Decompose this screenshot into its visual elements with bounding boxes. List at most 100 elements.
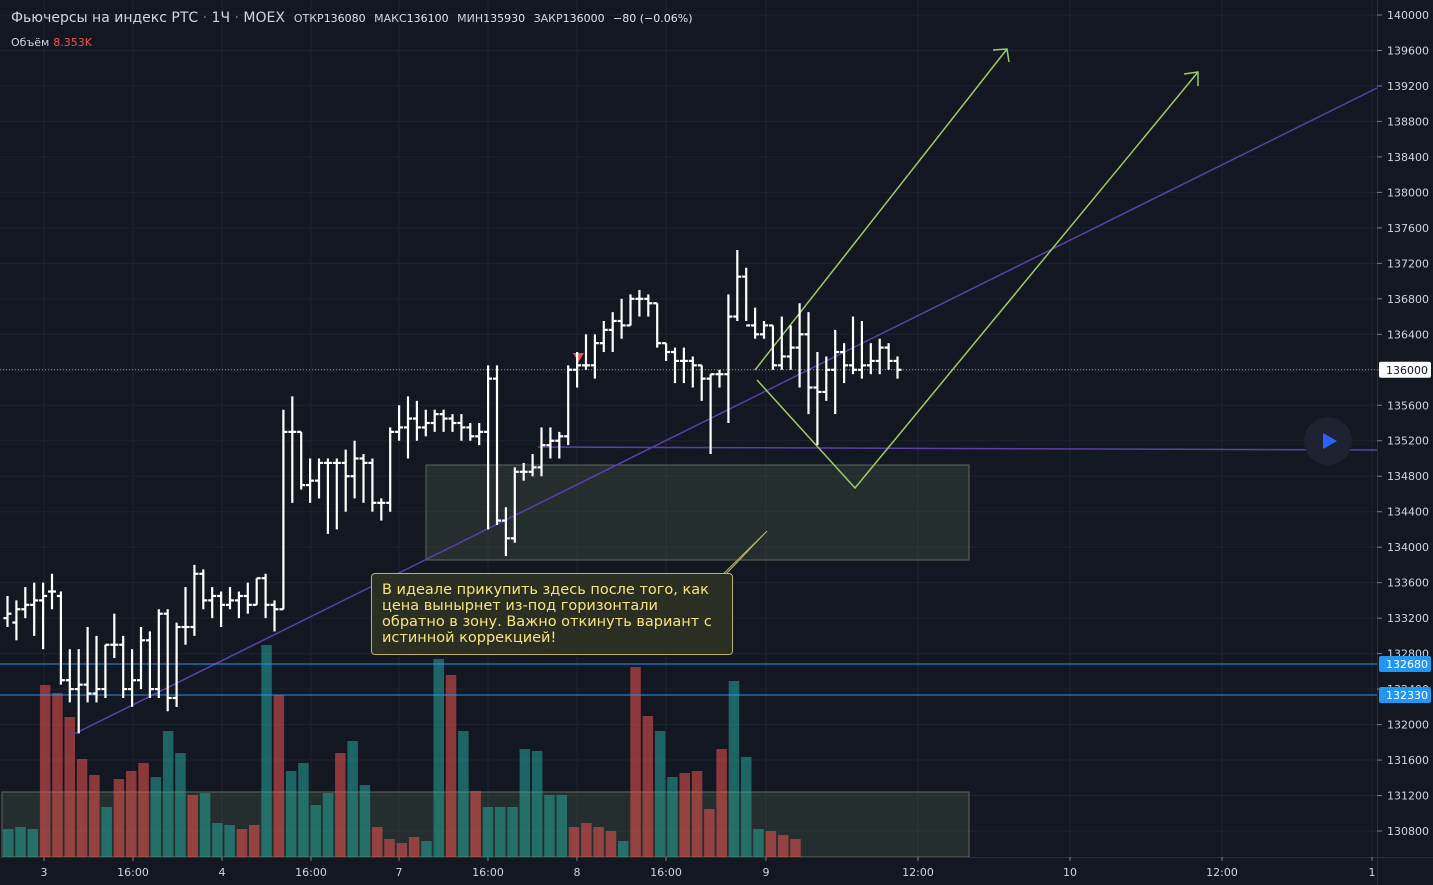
y-tick-label: 140000	[1387, 9, 1429, 22]
volume-bar	[593, 827, 604, 857]
x-tick-label: 16:00	[117, 866, 149, 879]
volume-bars	[3, 645, 801, 857]
drawings	[0, 48, 1378, 736]
arrow-path-2	[756, 71, 1199, 490]
volume-bar	[126, 771, 137, 857]
volume-bar	[27, 829, 39, 857]
volume-bar	[261, 645, 272, 857]
horizontal-line	[537, 446, 1378, 451]
volume-bar	[741, 757, 752, 857]
down-marker-icon	[573, 353, 584, 362]
volume-bar	[408, 837, 420, 857]
exchange-label: MOEX	[243, 10, 285, 26]
volume-bar	[445, 675, 457, 857]
x-tick-label: 4	[219, 866, 226, 879]
close-label: ЗАКР	[533, 12, 563, 25]
y-tick-label: 137600	[1387, 222, 1429, 235]
close-value: 136000	[562, 12, 605, 25]
open-value: 136080	[323, 12, 366, 25]
volume-legend: Объём 8.353K	[11, 36, 92, 49]
volume-bar	[667, 777, 678, 857]
annotation-callout[interactable]: В идеале прикупить здесь после того, как…	[371, 573, 733, 655]
current-price-label: 136000	[1386, 364, 1428, 377]
x-tick-label: 12:00	[902, 866, 934, 879]
volume-bar	[507, 807, 518, 857]
trendline	[71, 87, 1378, 736]
arrow-up-1	[754, 48, 1008, 371]
volume-bar	[347, 741, 358, 857]
y-tick-label: 131200	[1387, 790, 1429, 803]
y-tick-label: 132000	[1387, 719, 1429, 732]
volume-bar	[728, 681, 740, 857]
volume-bar	[753, 829, 764, 857]
volume-bar	[175, 753, 186, 857]
y-tick-label: 131600	[1387, 754, 1429, 767]
volume-bar	[298, 763, 309, 857]
volume-bar	[39, 685, 51, 857]
y-tick-label: 139600	[1387, 44, 1429, 57]
volume-bar	[52, 693, 63, 857]
volume-bar	[113, 779, 125, 857]
time-axis[interactable]: 3 16:00 4 16:00 7 16:00 8 16:00 9 12:00 10 12:00 1	[0, 857, 1433, 879]
volume-bar	[654, 731, 666, 857]
volume-bar	[64, 717, 75, 857]
volume-bar	[790, 839, 801, 857]
play-icon[interactable]	[1304, 417, 1352, 465]
volume-bar	[89, 775, 100, 857]
x-tick-label: 12:00	[1206, 866, 1238, 879]
volume-bar	[691, 771, 703, 857]
volume-bar	[249, 825, 260, 857]
y-tick-label: 133200	[1387, 612, 1429, 625]
volume-bar	[396, 843, 408, 857]
volume-bar	[618, 841, 629, 857]
legend-header: Фьючерсы на индекс РТС · 1Ч · MOEX ОТКР1…	[11, 10, 693, 26]
volume-bar	[236, 829, 248, 857]
volume-bar	[76, 759, 88, 857]
x-tick-label: 16:00	[295, 866, 327, 879]
x-tick-label: 10	[1063, 866, 1077, 879]
volume-bar	[642, 716, 654, 857]
price-axis[interactable]: 1308001312001316001320001324001328001332…	[1377, 0, 1433, 885]
volume-bar	[150, 777, 162, 857]
y-tick-label: 135600	[1387, 399, 1429, 412]
volume-bar	[679, 773, 690, 857]
volume-bar	[716, 749, 727, 857]
x-tick-label: 7	[396, 866, 403, 879]
y-tick-label: 130800	[1387, 825, 1429, 838]
volume-bar	[531, 751, 543, 857]
symbol-title[interactable]: Фьючерсы на индекс РТС	[11, 10, 199, 26]
volume-bar	[630, 667, 641, 857]
x-tick-label: 8	[574, 866, 581, 879]
volume-bar	[458, 731, 469, 857]
y-tick-label: 136400	[1387, 328, 1429, 341]
y-tick-label: 139200	[1387, 80, 1429, 93]
volume-bar	[568, 827, 580, 857]
interval-label[interactable]: 1Ч	[211, 10, 231, 26]
volume-bar	[433, 659, 444, 857]
y-tick-label: 133600	[1387, 577, 1429, 590]
demand-zone	[425, 464, 970, 561]
volume-bar	[187, 795, 198, 857]
volume-bar	[765, 831, 777, 857]
arrowhead-2	[1183, 71, 1199, 86]
volume-bar	[199, 793, 211, 857]
volume-bar	[482, 807, 494, 857]
volume-bar	[359, 785, 371, 857]
volume-bar	[519, 749, 531, 857]
volume-bar	[212, 823, 223, 857]
y-tick-label: 134400	[1387, 506, 1429, 519]
y-tick-label: 137200	[1387, 257, 1429, 270]
volume-bar	[777, 835, 789, 857]
y-tick-label: 138000	[1387, 186, 1429, 199]
x-tick-label: 9	[763, 866, 770, 879]
volume-bar	[495, 807, 506, 857]
high-value: 136100	[406, 12, 449, 25]
price-axis-bg	[1377, 0, 1433, 885]
volume-bar	[285, 771, 297, 857]
volume-bar	[273, 695, 285, 857]
volume-label: Объём	[11, 36, 50, 49]
volume-bar	[310, 805, 321, 857]
arrowhead-1	[992, 48, 1010, 63]
